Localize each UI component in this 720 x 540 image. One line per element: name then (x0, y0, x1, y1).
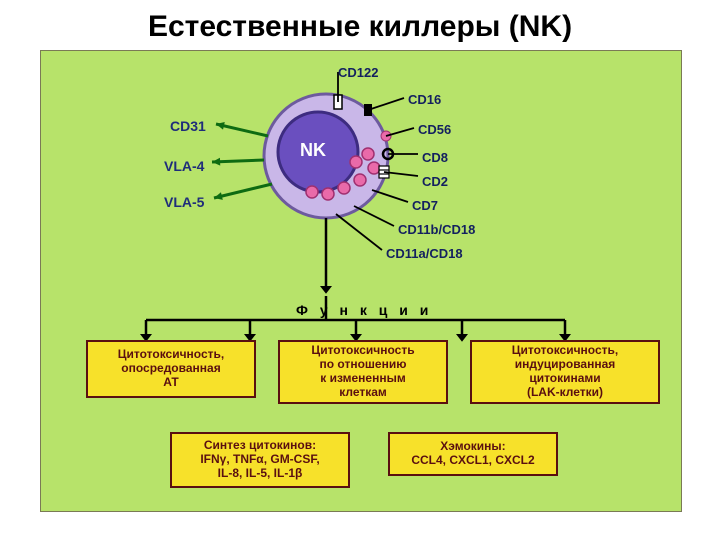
function-box-top-0: Цитотоксичность,опосредованнаяАТ (86, 340, 256, 398)
marker-CD31: CD31 (170, 118, 206, 134)
marker-CD122: CD122 (338, 65, 378, 80)
marker-CD2: CD2 (422, 174, 448, 189)
function-box-top-2: Цитотоксичность,индуцированнаяцитокинами… (470, 340, 660, 404)
function-box-bot-0: Синтез цитокинов:IFNγ, TNFα, GM-CSF,IL-8… (170, 432, 350, 488)
functions-label: Ф у н к ц и и (296, 302, 432, 318)
marker-CD8: CD8 (422, 150, 448, 165)
marker-VLA-4: VLA-4 (164, 158, 204, 174)
marker-CD16: CD16 (408, 92, 441, 107)
nk-label: NK (300, 140, 326, 161)
marker-CD56: CD56 (418, 122, 451, 137)
page-title: Естественные киллеры (NK) (0, 0, 720, 50)
marker-CD7: CD7 (412, 198, 438, 213)
marker-CD11b-CD18: CD11b/CD18 (398, 222, 475, 237)
marker-CD11a-CD18: CD11a/CD18 (386, 246, 463, 261)
diagram-svg (40, 50, 680, 510)
function-box-top-1: Цитотоксичностьпо отношениюк измененнымк… (278, 340, 448, 404)
diagram: NK CD122 CD16 CD56 CD8 CD2 CD7 CD11b/CD18 CD11a/… (40, 50, 680, 510)
function-box-bot-1: Хэмокины:CCL4, CXCL1, CXCL2 (388, 432, 558, 476)
marker-VLA-5: VLA-5 (164, 194, 204, 210)
